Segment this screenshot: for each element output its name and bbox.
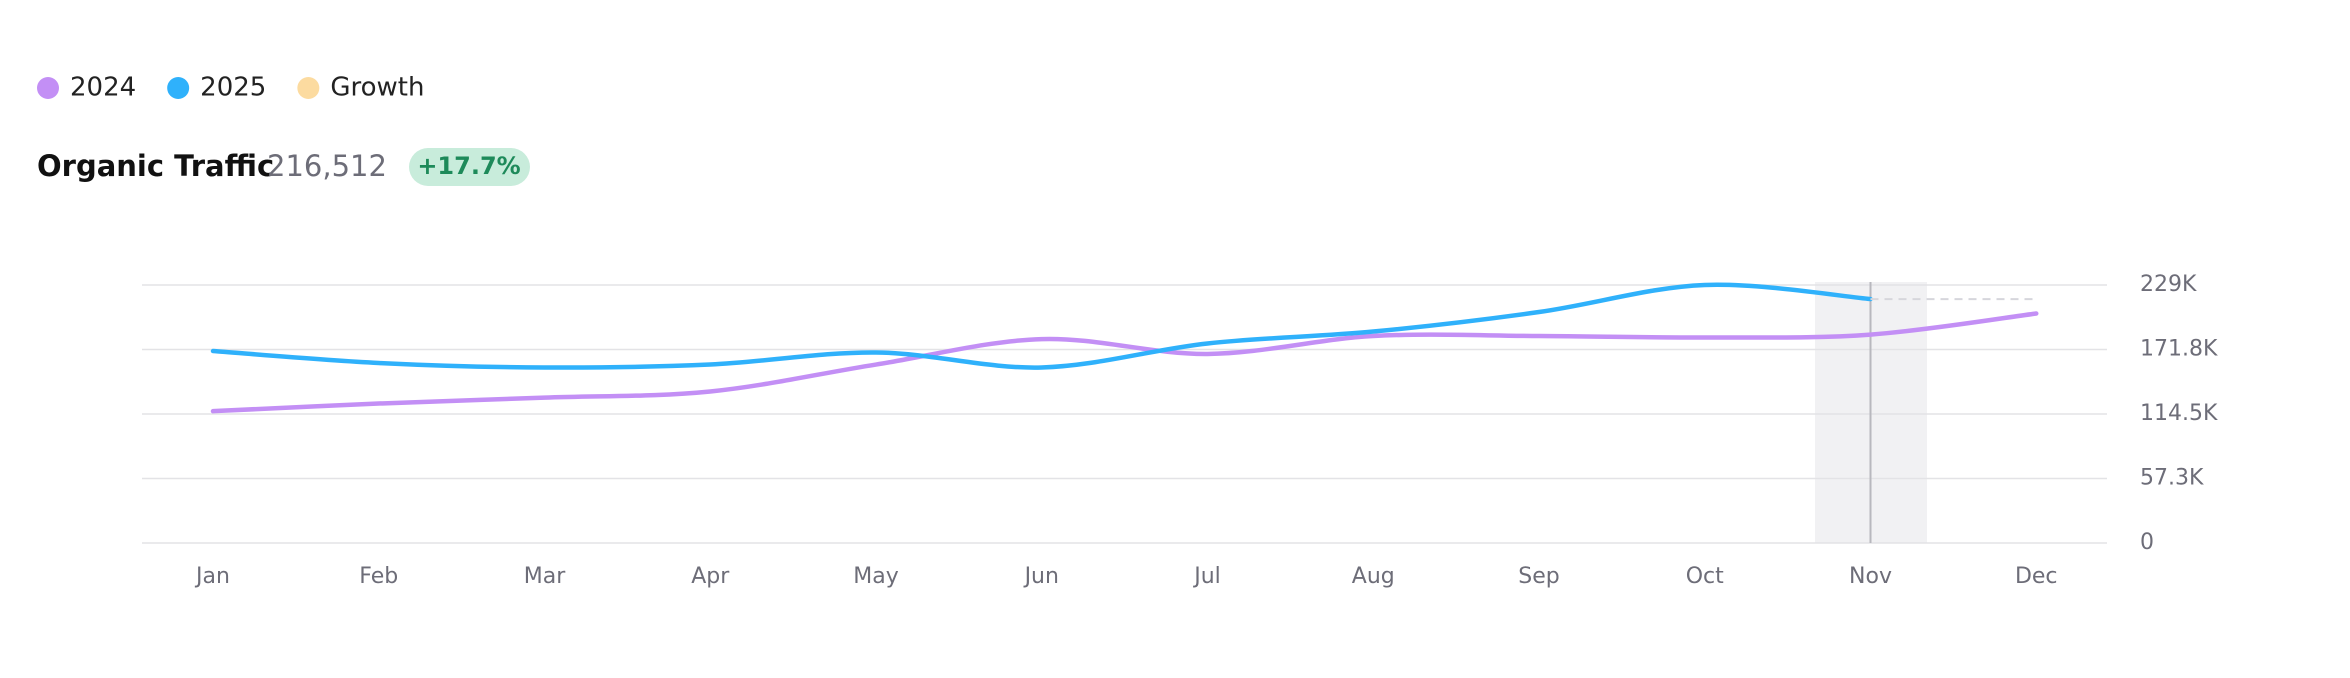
x-tick-label: Jun: [1023, 564, 1059, 589]
series-line: [210, 311, 2039, 414]
x-tick-label: Sep: [1518, 564, 1559, 589]
x-tick-label: Feb: [359, 564, 398, 589]
x-tick-label: Nov: [1849, 564, 1892, 589]
legend-label: Growth: [330, 73, 424, 103]
y-tick-label: 229K: [2140, 272, 2197, 297]
chart-title: Organic Traffic: [37, 149, 274, 183]
legend-dot: [167, 77, 190, 99]
y-tick-label: 171.8K: [2140, 337, 2218, 362]
series-line: [210, 282, 1873, 370]
x-tick-label: Jul: [1192, 564, 1221, 589]
change-badge: [409, 148, 530, 186]
legend-label: 2025: [200, 73, 266, 103]
x-tick-label: Oct: [1686, 564, 1724, 589]
legend-dot: [37, 77, 59, 99]
y-tick-label: 0: [2140, 530, 2154, 555]
x-tick-label: May: [853, 564, 898, 589]
y-tick-label: 57.3K: [2140, 466, 2204, 491]
summary-change: +17.7%: [417, 152, 520, 180]
legend-label: 2024: [70, 73, 136, 103]
x-tick-label: Mar: [524, 564, 566, 589]
summary-value: 216,512: [267, 149, 387, 183]
legend-dot: [297, 77, 320, 99]
x-tick-label: Dec: [2015, 564, 2058, 589]
x-tick-label: Aug: [1352, 564, 1395, 589]
x-tick-label: Apr: [691, 564, 730, 589]
x-tick-label: Jan: [194, 564, 230, 589]
y-tick-label: 114.5K: [2140, 401, 2218, 426]
